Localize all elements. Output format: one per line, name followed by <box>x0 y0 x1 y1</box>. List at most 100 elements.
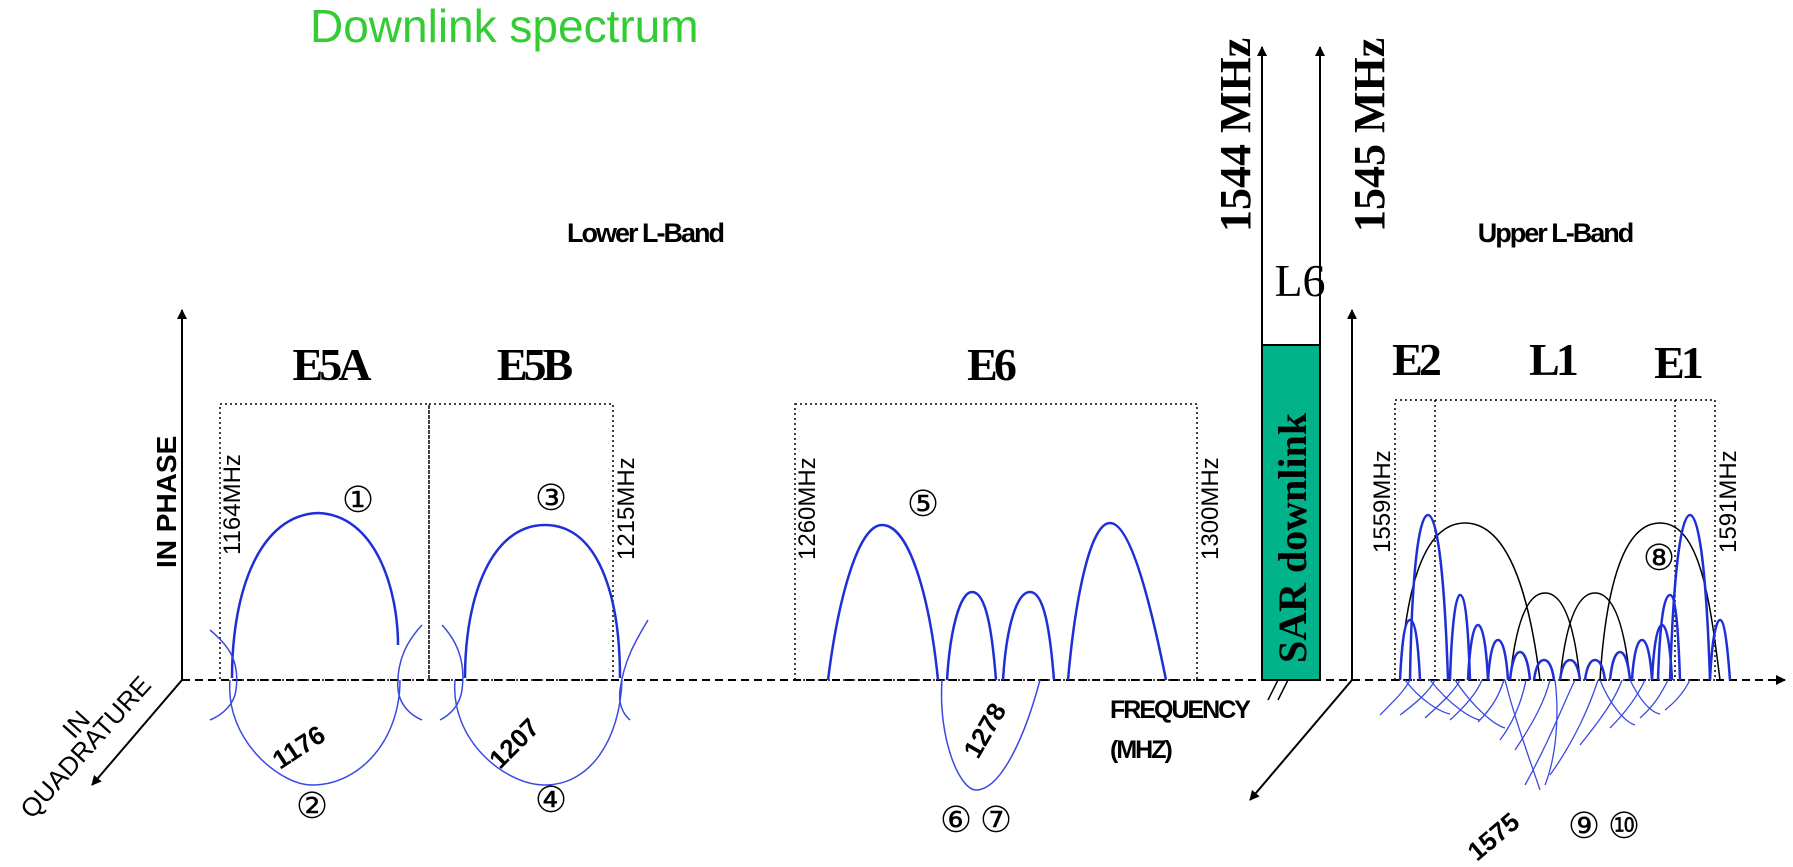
e5a-quadrature-lobe <box>229 679 401 786</box>
e5b-right-sidelobe <box>618 619 649 721</box>
axes <box>91 46 1786 801</box>
e2-small-lobe-left <box>1398 618 1422 681</box>
quad-curve-7 <box>1514 679 1551 751</box>
e2-main-lobe <box>1408 513 1450 681</box>
e5a-left-sidelobe <box>209 629 238 721</box>
e5-signals <box>230 511 622 679</box>
e1-main-lobe <box>1668 513 1712 681</box>
band-label-e1: E1 <box>1654 337 1702 388</box>
e6-quadrature-lobe <box>940 679 1041 791</box>
sar-freq-low-label: 1544 MHz <box>1211 38 1260 232</box>
sar-axis-tick <box>1267 679 1289 701</box>
quad-curve-10 <box>1579 679 1623 746</box>
quad-curve-18 <box>1544 679 1558 786</box>
signal-marker-2: ② <box>296 786 328 826</box>
signal-marker-5: ⑤ <box>907 484 939 524</box>
e6-lobe-1 <box>826 523 940 681</box>
sar-downlink-block <box>1261 344 1321 681</box>
signal-marker-9: ⑨ <box>1568 806 1600 846</box>
quadrature-label-line2: QUADRATURE <box>14 670 157 824</box>
quad-curve-20 <box>1629 679 1661 715</box>
band-labels: E5A E5B E6 E2 L1 E1 <box>293 334 1706 390</box>
e1-sidelobe <box>1656 593 1682 681</box>
e5b-band-box <box>428 403 614 681</box>
e6-lobe-2 <box>945 590 998 681</box>
edge-freq-1164: 1164MHz <box>219 454 246 555</box>
l1-black-lobe-3 <box>1559 592 1631 681</box>
center-frequency-labels: 1176 1207 1278 1575 <box>267 698 1525 867</box>
quad-curve-13 <box>1664 679 1691 711</box>
signal-marker-1: ① <box>342 480 374 520</box>
upper-band-label: Upper L-Band <box>1478 218 1633 248</box>
sar-downlink-label: SAR downlink <box>1270 412 1315 663</box>
l1-side-8 <box>1630 638 1654 681</box>
quad-curve-6 <box>1499 679 1527 741</box>
in-phase-label: IN PHASE <box>151 436 182 568</box>
quad-curve-9 <box>1549 679 1599 776</box>
e5a-right-sidelobe <box>397 624 423 721</box>
edge-freq-1215: 1215MHz <box>613 457 640 560</box>
signal-marker-6: ⑥ <box>940 800 972 840</box>
upper-band-black-signals <box>1399 522 1721 681</box>
signal-marker-4: ④ <box>535 780 567 820</box>
l1-side-6 <box>1583 658 1607 681</box>
e5b-quadrature-lobe <box>454 679 623 786</box>
e5b-left-sidelobe <box>439 624 464 721</box>
quad-curve-5 <box>1477 679 1505 723</box>
band-label-l6: L6 <box>1274 255 1325 306</box>
l1-side-1 <box>1466 623 1490 681</box>
upper-band-blue-signals <box>1398 513 1732 681</box>
l1-side-7 <box>1608 650 1632 681</box>
signal-marker-10: ⑩ <box>1608 806 1640 846</box>
quad-curve-12 <box>1639 679 1669 719</box>
e6-signals <box>826 521 1168 681</box>
quad-curve-15 <box>1429 679 1481 721</box>
center-freq-1278: 1278 <box>957 698 1012 763</box>
l1-side-5 <box>1558 658 1582 681</box>
band-label-e5b: E5B <box>497 339 573 390</box>
quad-curve-19 <box>1599 679 1636 726</box>
l1-side-3 <box>1508 650 1532 681</box>
diagram-title: Downlink spectrum <box>310 0 699 52</box>
band-label-l1: L1 <box>1529 334 1577 385</box>
signal-marker-7: ⑦ <box>980 800 1012 840</box>
e2-sidelobe <box>1448 593 1472 681</box>
band-label-e5a: E5A <box>293 339 372 390</box>
e1-small-lobe-right <box>1708 618 1732 681</box>
band-label-e6: E6 <box>967 339 1016 390</box>
center-freq-1176: 1176 <box>267 719 331 775</box>
edge-freq-1591: 1591MHz <box>1715 450 1742 553</box>
e5-quadrature-signals <box>209 619 649 786</box>
frequency-label-line1: FREQUENCY <box>1110 696 1251 724</box>
e6-band-box <box>794 403 1198 681</box>
edge-freq-1559: 1559MHz <box>1369 450 1396 553</box>
upper-band-quadrature-signals <box>1379 679 1691 791</box>
l1-side-2 <box>1486 638 1510 681</box>
sar-freq-high-label: 1545 MHz <box>1345 38 1394 232</box>
quadrature-axis-lower <box>91 679 183 786</box>
e6-lobe-3 <box>1001 590 1056 681</box>
e5a-in-phase-lobe <box>230 511 400 679</box>
quad-curve-14 <box>1404 679 1451 715</box>
band-label-e2: E2 <box>1392 334 1441 385</box>
quad-curve-8 <box>1524 679 1576 786</box>
edge-freq-1260: 1260MHz <box>794 457 821 560</box>
quadrature-axis-upper <box>1249 679 1353 801</box>
l1-black-lobe-2 <box>1509 592 1581 681</box>
center-freq-1575: 1575 <box>1462 806 1526 866</box>
l1-black-lobe-right <box>1599 522 1721 681</box>
quad-curve-2 <box>1399 679 1436 716</box>
e5b-in-phase-lobe <box>463 523 622 679</box>
signal-marker-8: ⑧ <box>1643 538 1675 578</box>
quad-curve-17 <box>1504 679 1541 791</box>
quad-curve-4 <box>1449 679 1483 721</box>
signal-marker-3: ③ <box>535 478 567 518</box>
center-freq-1207: 1207 <box>483 712 545 774</box>
frequency-label-line2: (MHZ) <box>1110 736 1172 764</box>
quad-curve-16 <box>1454 679 1506 729</box>
signal-markers: ① ② ③ ④ ⑤ ⑥ ⑦ ⑧ ⑨ ⑩ <box>296 478 1675 846</box>
edge-frequency-labels: 1164MHz 1215MHz 1260MHz 1300MHz 1559MHz … <box>219 450 1742 560</box>
l1-black-lobe-left <box>1399 522 1541 681</box>
quad-curve-11 <box>1609 679 1646 729</box>
